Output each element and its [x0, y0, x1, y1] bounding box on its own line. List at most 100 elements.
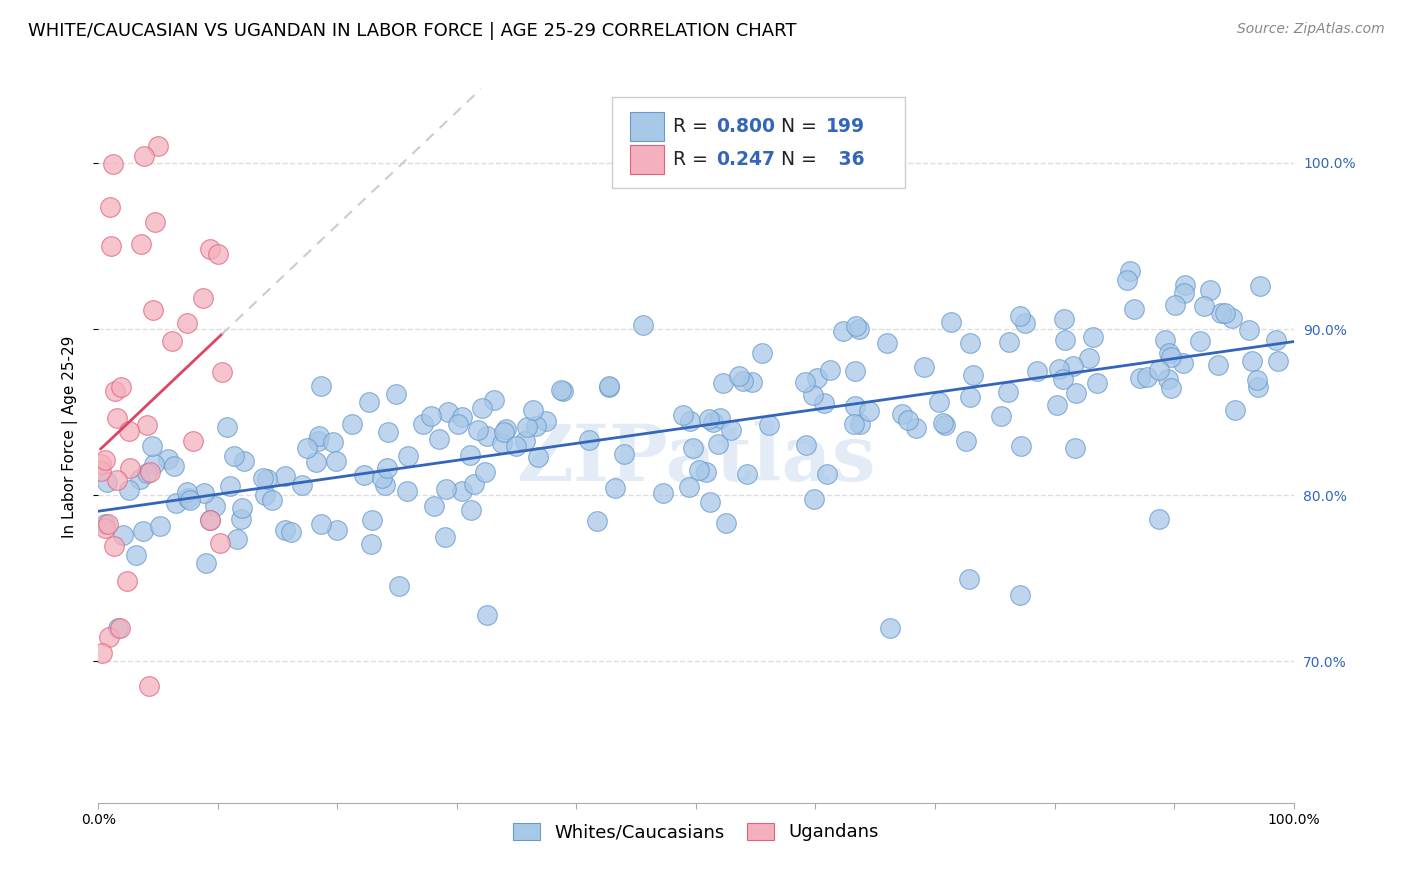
Point — [107, 621, 129, 635]
Point — [136, 466, 159, 480]
Point — [105, 473, 128, 487]
Point — [125, 549, 148, 563]
Point — [274, 468, 297, 483]
Point — [813, 396, 835, 410]
Point — [702, 416, 724, 430]
Point — [598, 380, 620, 394]
Point — [1211, 306, 1233, 320]
Point — [191, 291, 214, 305]
Point — [1147, 363, 1170, 377]
Point — [141, 439, 163, 453]
Point — [492, 425, 515, 439]
Point — [699, 495, 721, 509]
Point — [1010, 439, 1032, 453]
Point — [678, 480, 700, 494]
Point — [962, 368, 984, 382]
Point — [388, 579, 411, 593]
Point — [193, 486, 215, 500]
Point — [1085, 376, 1108, 391]
Point — [758, 418, 780, 433]
Point — [163, 459, 186, 474]
Point — [990, 409, 1012, 423]
FancyBboxPatch shape — [630, 145, 664, 175]
Point — [1241, 354, 1264, 368]
Point — [1053, 312, 1076, 326]
Point — [1171, 356, 1194, 370]
Point — [709, 411, 731, 425]
Point — [156, 451, 179, 466]
Point — [96, 475, 118, 489]
Point — [219, 478, 242, 492]
Point — [997, 384, 1019, 399]
Point — [103, 539, 125, 553]
Point — [207, 246, 229, 260]
Point — [100, 200, 122, 214]
Point — [135, 418, 157, 433]
Point — [143, 215, 166, 229]
Point — [1246, 379, 1268, 393]
Point — [447, 417, 470, 431]
Point — [1119, 264, 1142, 278]
Point — [105, 411, 128, 425]
Point — [305, 455, 328, 469]
Point — [796, 438, 818, 452]
Point — [1160, 350, 1182, 364]
Point — [475, 429, 498, 443]
Point — [111, 528, 134, 542]
Point — [90, 646, 112, 660]
Text: 0.800: 0.800 — [716, 117, 775, 136]
Point — [463, 476, 485, 491]
Point — [1083, 329, 1105, 343]
Point — [527, 450, 550, 464]
Point — [586, 514, 609, 528]
Point — [711, 376, 734, 390]
Point — [849, 417, 872, 432]
Point — [897, 413, 920, 427]
Point — [603, 481, 626, 495]
Point — [550, 384, 572, 398]
Point — [1267, 353, 1289, 368]
Point — [181, 434, 204, 449]
Point — [451, 409, 474, 424]
Point — [1189, 334, 1212, 348]
Point — [104, 384, 127, 399]
Point — [1062, 359, 1084, 374]
Point — [934, 417, 956, 432]
Point — [340, 417, 363, 431]
Point — [1173, 286, 1195, 301]
Legend: Whites/Caucasians, Ugandans: Whites/Caucasians, Ugandans — [506, 815, 886, 848]
Point — [471, 401, 494, 415]
Text: 0.247: 0.247 — [716, 151, 775, 169]
Point — [806, 370, 828, 384]
Point — [90, 457, 112, 471]
Point — [1025, 364, 1047, 378]
Point — [359, 395, 381, 409]
Point — [198, 513, 221, 527]
Point — [94, 521, 117, 535]
Point — [1223, 403, 1246, 417]
Point — [311, 516, 333, 531]
Point — [932, 416, 955, 430]
Point — [377, 425, 399, 439]
Point — [516, 419, 538, 434]
Point — [688, 463, 710, 477]
Point — [467, 423, 489, 437]
Point — [377, 461, 399, 475]
Point — [858, 403, 880, 417]
Point — [307, 434, 329, 449]
Point — [482, 392, 505, 407]
Point — [890, 407, 912, 421]
Point — [474, 465, 496, 479]
Point — [274, 523, 297, 537]
Point — [100, 238, 122, 252]
Point — [793, 375, 815, 389]
Point — [98, 630, 121, 644]
FancyBboxPatch shape — [613, 97, 905, 188]
Point — [374, 478, 396, 492]
Point — [1246, 373, 1268, 387]
Point — [120, 460, 142, 475]
Point — [735, 467, 758, 482]
Text: ZIPatlas: ZIPatlas — [516, 421, 876, 497]
Point — [714, 516, 737, 530]
Point — [720, 423, 742, 437]
